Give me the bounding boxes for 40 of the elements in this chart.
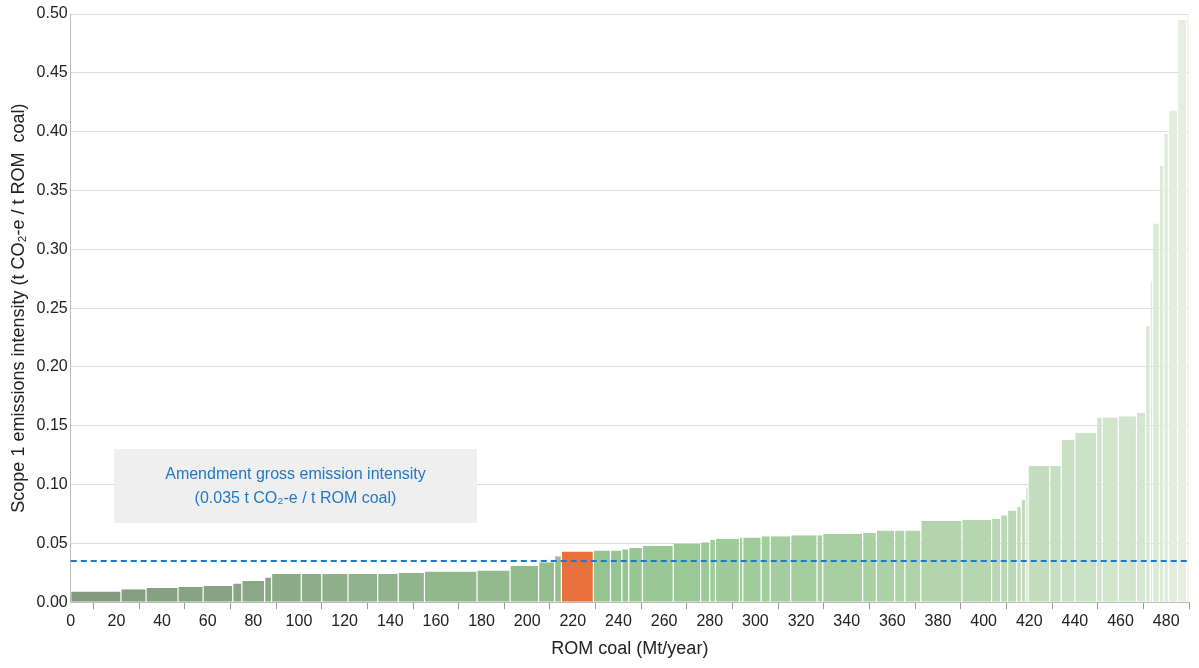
x-tick-label: 420	[1015, 612, 1043, 630]
x-tick-label: 440	[1061, 612, 1089, 630]
y-tick-label: 0.45	[36, 63, 68, 81]
y-tick-label: 0.35	[36, 180, 68, 198]
y-tick-label: 0.30	[36, 239, 68, 257]
note-box: Amendment gross emission intensity (0.035 t CO₂-e / t ROM coal)	[114, 449, 477, 523]
x-tick-label: 380	[924, 612, 952, 630]
x-tick-label: 140	[376, 612, 404, 630]
x-tick-label: 80	[244, 612, 263, 630]
x-axis-title: ROM coal (Mt/year)	[551, 638, 709, 659]
x-tick-label: 460	[1107, 612, 1134, 630]
y-tick-label: 0.00	[36, 592, 68, 610]
x-tick-label: 280	[696, 612, 724, 630]
x-tick-label: 60	[198, 612, 217, 630]
x-tick-label: 260	[650, 612, 678, 630]
x-tick-label: 100	[285, 612, 313, 630]
x-tick-label: 300	[742, 612, 769, 630]
x-tick-label: 340	[833, 612, 861, 630]
y-tick-label: 0.10	[36, 474, 68, 492]
y-tick-label: 0.50	[36, 4, 68, 22]
y-tick-label: 0.25	[36, 298, 68, 316]
x-tick-label: 400	[970, 612, 998, 630]
y-tick-label: 0.05	[36, 533, 68, 551]
x-tick-label: 180	[468, 612, 495, 630]
x-tick-label: 40	[153, 612, 172, 630]
y-axis-title: Scope 1 emissions intensity (t CO₂-e / t ROM coal)	[7, 103, 28, 513]
x-tick-label: 220	[559, 612, 587, 630]
y-tick-label: 0.20	[36, 357, 68, 375]
y-tick-label: 0.15	[36, 416, 68, 434]
x-tick-label: 160	[422, 612, 450, 630]
x-tick-label: 200	[513, 612, 541, 630]
x-tick-label: 0	[66, 612, 76, 630]
x-tick-label: 320	[787, 612, 815, 630]
ref-line-label: Amendment gross emission intensity (0.035 t CO₂-e / t ROM coal)	[164, 464, 427, 508]
x-tick-label: 240	[605, 612, 632, 630]
x-tick-label: 20	[107, 612, 126, 630]
y-tick-label: 0.40	[36, 122, 68, 140]
x-tick-label: 360	[878, 612, 906, 630]
x-tick-label: 480	[1152, 612, 1180, 630]
x-tick-label: 120	[331, 612, 359, 630]
